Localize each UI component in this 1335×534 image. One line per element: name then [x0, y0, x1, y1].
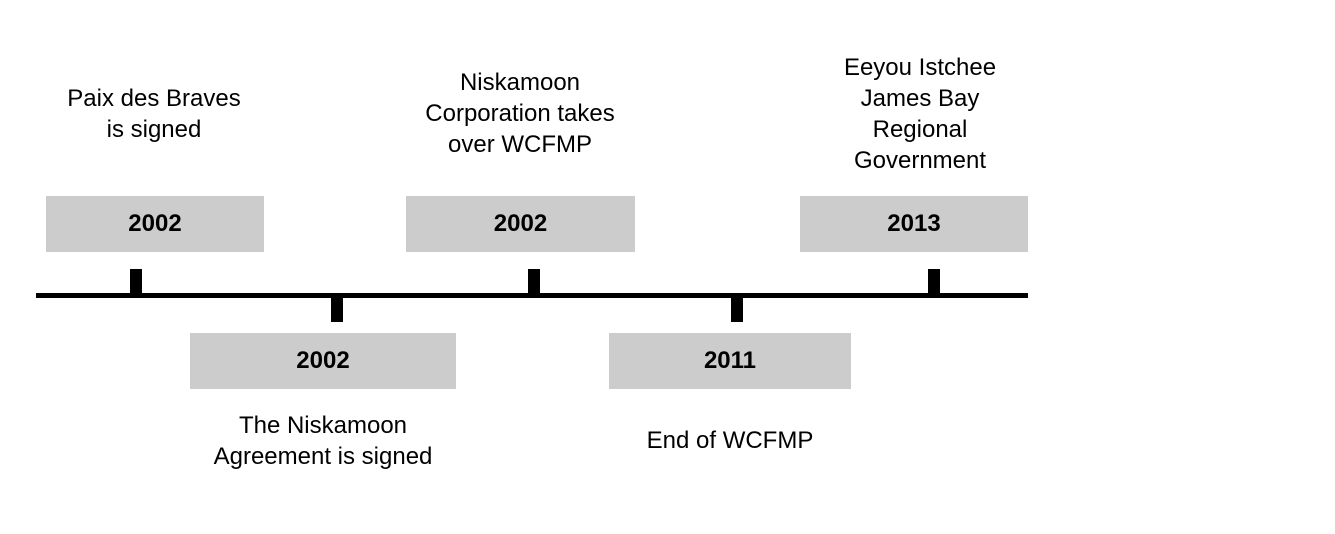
event-label-2: The Niskamoon Agreement is signed — [213, 412, 433, 470]
event-label-5: Eeyou Istchee James Bay Regional Governm… — [843, 54, 997, 174]
tick-5 — [928, 269, 940, 295]
event-label-4: End of WCFMP — [646, 427, 814, 454]
year-box-5: 2013 — [800, 196, 1028, 252]
event-label-3: Niskamoon Corporation takes over WCFMP — [425, 69, 615, 158]
year-box-1: 2002 — [46, 196, 264, 252]
event-label-1: Paix des Braves is signed — [67, 85, 241, 143]
year-box-2: 2002 — [190, 333, 456, 389]
tick-4 — [731, 296, 743, 322]
year-box-3: 2002 — [406, 196, 635, 252]
timeline-axis — [36, 293, 1028, 298]
tick-2 — [331, 296, 343, 322]
year-box-4: 2011 — [609, 333, 851, 389]
tick-3 — [528, 269, 540, 295]
tick-1 — [130, 269, 142, 295]
